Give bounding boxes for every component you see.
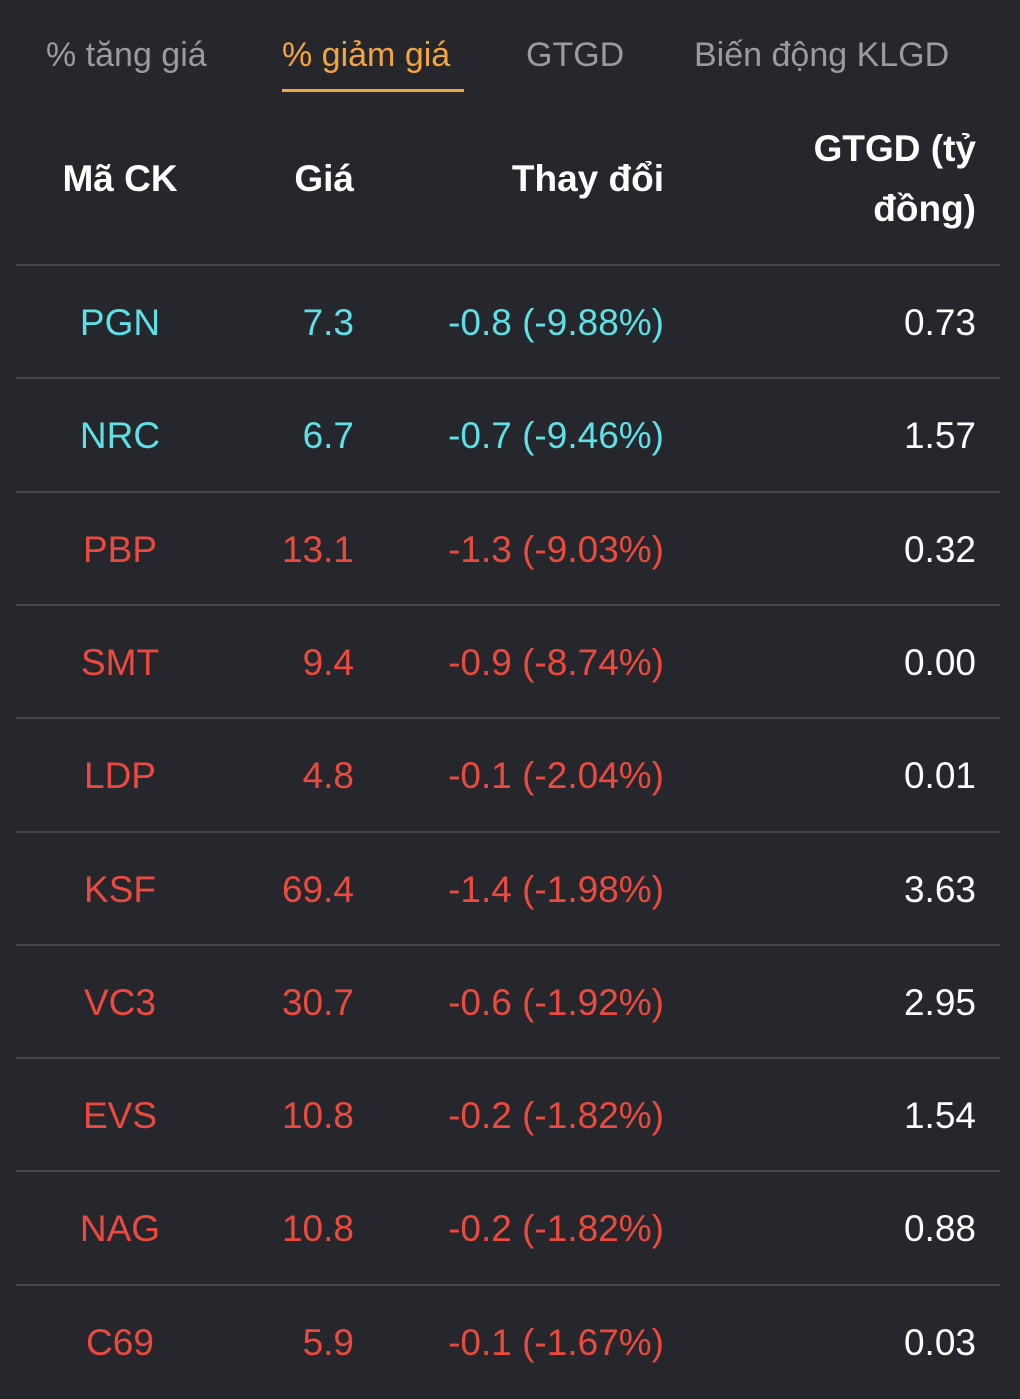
stock-price: 10.8 <box>281 1208 354 1249</box>
table-row[interactable]: VC3 30.7 -0.6 (-1.92%) 2.95 <box>0 946 1020 1059</box>
stock-price: 13.1 <box>281 529 354 570</box>
tab-top-gainers[interactable]: % tăng giá <box>46 36 207 74</box>
tab-trading-value[interactable]: GTGD <box>526 36 625 74</box>
stock-change: -0.1 (-1.67%) <box>448 1322 664 1363</box>
row-divider <box>16 1057 1000 1059</box>
row-divider <box>16 717 1000 719</box>
stock-code: NRC <box>79 415 161 456</box>
tab-bar: % tăng giá % giảm giá GTGD Biến động KLG… <box>0 0 1020 110</box>
stock-trading-value: 0.03 <box>903 1322 976 1363</box>
stock-change: -1.3 (-9.03%) <box>448 529 664 570</box>
active-tab-indicator <box>282 89 464 92</box>
table-row[interactable]: PGN 7.3 -0.8 (-9.88%) 0.73 <box>0 266 1020 379</box>
stock-price: 7.3 <box>302 302 354 343</box>
header-value-line2: đồng) <box>873 188 976 229</box>
row-divider <box>16 831 1000 833</box>
stock-code: VC3 <box>84 982 156 1023</box>
table-row[interactable]: SMT 9.4 -0.9 (-8.74%) 0.00 <box>0 606 1020 719</box>
table-row[interactable]: EVS 10.8 -0.2 (-1.82%) 1.54 <box>0 1059 1020 1172</box>
stock-trading-value: 0.73 <box>903 302 976 343</box>
tab-top-losers[interactable]: % giảm giá <box>282 36 451 74</box>
stock-code: C69 <box>86 1322 154 1363</box>
stock-code: LDP <box>84 755 156 796</box>
stock-trading-value: 0.00 <box>903 642 976 683</box>
stock-trading-value: 3.63 <box>903 869 976 910</box>
row-divider <box>16 377 1000 379</box>
stock-code: EVS <box>82 1095 158 1136</box>
stock-price: 9.4 <box>302 642 354 683</box>
stock-price: 4.8 <box>302 755 354 796</box>
stock-price: 30.7 <box>281 982 354 1023</box>
row-divider <box>16 491 1000 493</box>
header-code: Mã CK <box>62 158 178 199</box>
table-row[interactable]: C69 5.9 -0.1 (-1.67%) 0.03 <box>0 1286 1020 1399</box>
stock-trading-value: 0.32 <box>903 529 976 570</box>
table-row[interactable]: PBP 13.1 -1.3 (-9.03%) 0.32 <box>0 493 1020 606</box>
row-divider <box>16 264 1000 266</box>
stock-code: KSF <box>84 869 156 910</box>
stock-trading-value: 0.01 <box>903 755 976 796</box>
table-row[interactable]: KSF 69.4 -1.4 (-1.98%) 3.63 <box>0 833 1020 946</box>
stock-price: 10.8 <box>281 1095 354 1136</box>
stock-change: -0.2 (-1.82%) <box>448 1095 664 1136</box>
stock-code: PBP <box>82 529 158 570</box>
stock-price: 69.4 <box>281 869 354 910</box>
header-price: Giá <box>294 158 354 199</box>
header-value-line1: GTGD (tỷ <box>813 128 976 169</box>
row-divider <box>16 1284 1000 1286</box>
stock-change: -0.8 (-9.88%) <box>448 302 664 343</box>
tab-volume-change[interactable]: Biến động KLGD <box>694 36 950 74</box>
row-divider <box>16 1170 1000 1172</box>
stock-code: SMT <box>80 642 160 683</box>
stock-trading-value: 1.57 <box>903 415 976 456</box>
stock-change: -0.1 (-2.04%) <box>448 755 664 796</box>
stock-code: PGN <box>79 302 161 343</box>
stock-code: NAG <box>79 1208 161 1249</box>
table-row[interactable]: NRC 6.7 -0.7 (-9.46%) 1.57 <box>0 379 1020 492</box>
table-row[interactable]: LDP 4.8 -0.1 (-2.04%) 0.01 <box>0 719 1020 832</box>
header-change: Thay đổi <box>511 158 664 199</box>
row-divider <box>16 944 1000 946</box>
table-row[interactable]: NAG 10.8 -0.2 (-1.82%) 0.88 <box>0 1172 1020 1285</box>
stock-change: -0.9 (-8.74%) <box>448 642 664 683</box>
stock-trading-value: 1.54 <box>903 1095 976 1136</box>
stock-price: 5.9 <box>302 1322 354 1363</box>
stock-change: -0.6 (-1.92%) <box>448 982 664 1023</box>
stock-change: -1.4 (-1.98%) <box>448 869 664 910</box>
stock-price: 6.7 <box>302 415 354 456</box>
stock-change: -0.7 (-9.46%) <box>448 415 664 456</box>
stock-trading-value: 2.95 <box>903 982 976 1023</box>
stock-change: -0.2 (-1.82%) <box>448 1208 664 1249</box>
stock-trading-value: 0.88 <box>903 1208 976 1249</box>
table-header: Mã CK Giá Thay đổi GTGD (tỷ đồng) <box>0 120 1020 264</box>
row-divider <box>16 604 1000 606</box>
